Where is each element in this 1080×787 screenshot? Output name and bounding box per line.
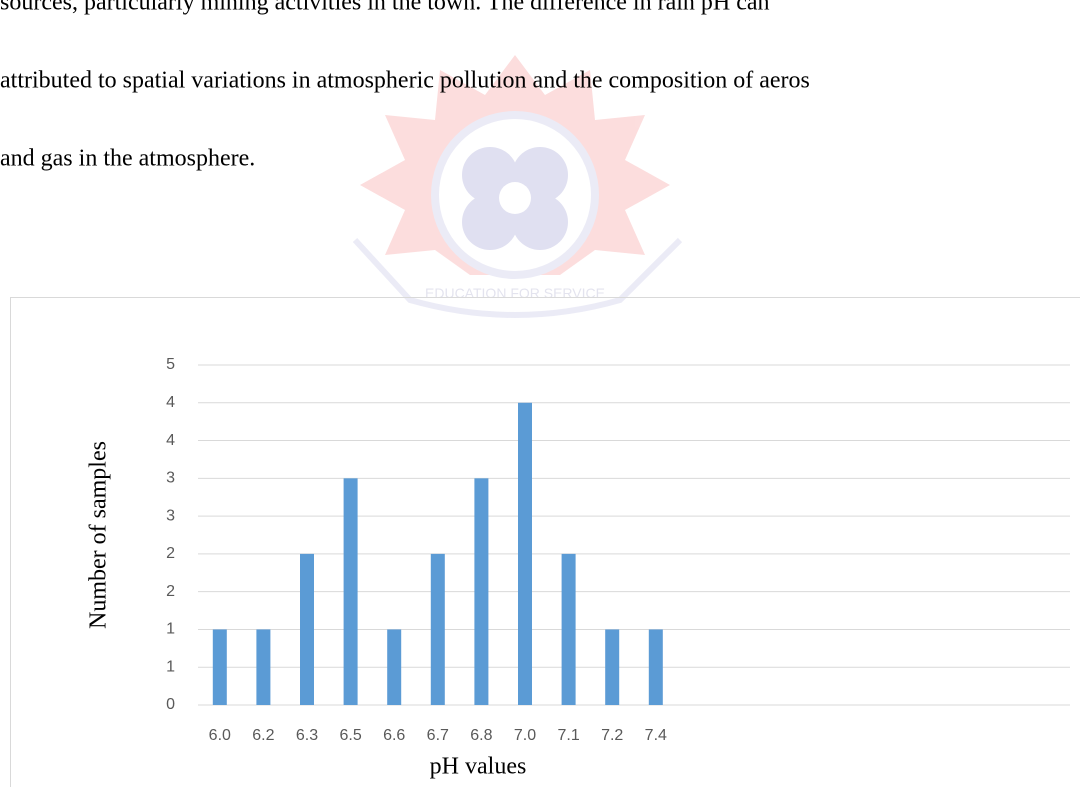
bar: [474, 478, 489, 705]
bar: [561, 553, 576, 705]
bar: [343, 478, 358, 705]
paragraph-line: attributed to spatial variations in atmo…: [0, 68, 810, 94]
logo-banner: [352, 237, 683, 318]
x-tick-label: 6.6: [383, 727, 405, 744]
logo-knot: [462, 194, 518, 250]
y-tick-label: 4: [166, 394, 175, 411]
x-axis-label: pH values: [430, 754, 527, 780]
y-tick-label: 3: [166, 507, 175, 524]
bar: [518, 402, 532, 705]
logo-knot: [512, 147, 568, 203]
bar: [648, 629, 663, 705]
logo-center: [499, 182, 531, 214]
logo-knot: [462, 147, 518, 203]
y-tick-label: 2: [166, 545, 175, 562]
paragraph-line: and gas in the atmosphere.: [0, 146, 255, 172]
x-tick-label: 6.5: [339, 727, 361, 744]
x-tick-label: 6.7: [427, 727, 449, 744]
bar: [300, 553, 314, 705]
bar: [430, 553, 445, 705]
x-tick-label: 6.2: [252, 727, 274, 744]
logo-sun: [360, 55, 670, 275]
bar: [256, 629, 271, 705]
y-tick-label: 3: [166, 470, 175, 487]
bar: [605, 629, 620, 705]
logo-knot: [512, 194, 568, 250]
logo-ring: [431, 111, 599, 279]
chart-frame: [10, 297, 1080, 787]
y-tick-label: 1: [166, 658, 175, 675]
y-axis-label: Number of samples: [86, 441, 112, 629]
watermark-logo: EDUCATION FOR SERVICE: [352, 55, 683, 318]
x-tick-label: 7.1: [557, 727, 579, 744]
x-tick-label: 6.8: [470, 727, 492, 744]
y-tick-label: 5: [166, 356, 175, 373]
x-tick-label: 6.0: [209, 727, 231, 744]
x-tick-label: 6.3: [296, 727, 318, 744]
y-tick-label: 4: [166, 432, 175, 449]
y-tick-label: 2: [166, 583, 175, 600]
y-tick-label: 0: [166, 696, 175, 713]
x-tick-label: 7.0: [514, 727, 536, 744]
x-tick-label: 7.2: [601, 727, 623, 744]
bar: [387, 629, 402, 705]
bar: [212, 629, 227, 705]
paragraph-line: sources, particularly mining activities …: [0, 0, 770, 16]
x-tick-label: 7.4: [645, 727, 667, 744]
y-tick-label: 1: [166, 621, 175, 638]
watermark-text: EDUCATION FOR SERVICE: [425, 285, 605, 301]
